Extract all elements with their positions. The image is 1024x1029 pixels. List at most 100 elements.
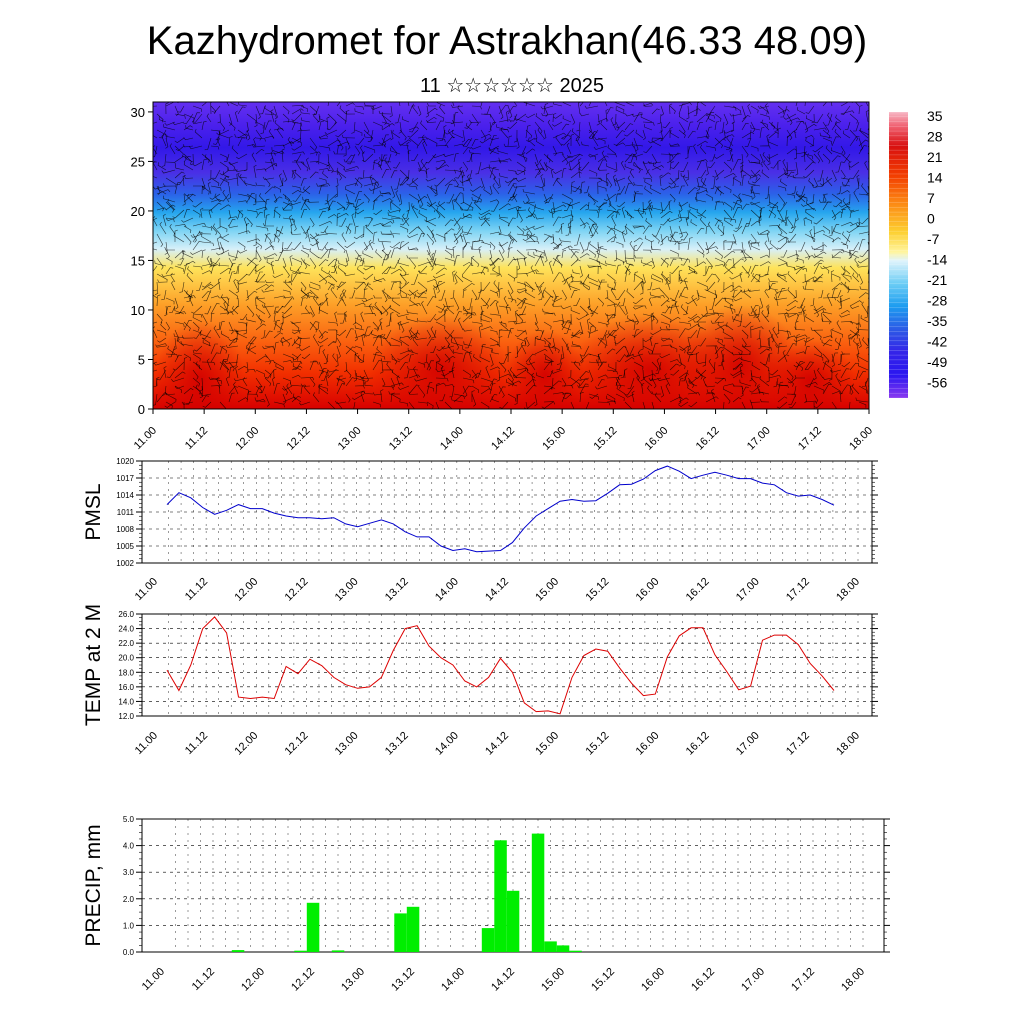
wind-barb <box>750 264 759 275</box>
wind-barb <box>276 225 284 237</box>
wind-barb <box>729 113 743 117</box>
wind-barb <box>302 245 311 251</box>
wind-barb <box>374 321 383 330</box>
wind-barb <box>780 249 788 258</box>
wind-barb <box>857 362 869 371</box>
wind-barb <box>695 196 707 203</box>
wind-barb <box>264 198 270 211</box>
wind-barb <box>455 198 464 211</box>
wind-barb <box>300 178 307 187</box>
wind-barb <box>392 129 401 139</box>
wind-barb <box>390 201 401 213</box>
wind-barb <box>759 254 770 259</box>
wind-barb <box>741 222 750 235</box>
wind-barb <box>383 333 392 347</box>
wind-barb <box>201 270 212 275</box>
wind-barb <box>570 361 581 366</box>
wind-barb <box>543 345 557 352</box>
wind-barb <box>777 384 789 389</box>
wind-barb <box>604 102 608 107</box>
wind-barb <box>507 217 516 227</box>
wind-barb <box>219 169 230 176</box>
wind-barb <box>238 102 248 107</box>
y-tick-label: 5 <box>138 352 145 367</box>
wind-barb <box>750 169 761 177</box>
y-tick-label: 15 <box>131 253 145 268</box>
wind-barb <box>426 116 437 123</box>
wind-barb <box>382 223 392 227</box>
wind-barb <box>174 155 187 163</box>
wind-barb <box>192 313 203 318</box>
wind-barb <box>651 391 662 395</box>
wind-barb <box>836 185 842 195</box>
y-tick-label: 1005 <box>116 542 134 551</box>
wind-barb <box>839 313 851 318</box>
wind-barb <box>228 337 239 342</box>
wind-barb <box>397 281 401 295</box>
wind-barb <box>635 129 644 139</box>
wind-barb <box>262 176 275 180</box>
wind-barb <box>444 232 448 243</box>
wind-barb <box>237 129 248 140</box>
wind-barb <box>668 152 680 156</box>
wind-barb <box>615 241 624 248</box>
wind-barb <box>318 345 324 355</box>
wind-barb <box>777 273 786 280</box>
wind-barb <box>606 395 617 403</box>
wind-barb <box>210 343 218 355</box>
wind-barb <box>182 174 186 187</box>
wind-barb <box>793 289 797 299</box>
wind-barb <box>579 241 585 254</box>
wind-barb <box>444 329 455 339</box>
wind-barb <box>264 330 273 339</box>
wind-barb <box>597 297 604 307</box>
wind-barb <box>246 290 258 299</box>
wind-barb <box>507 233 514 244</box>
wind-barb <box>812 145 824 153</box>
wind-barb <box>447 343 455 355</box>
wind-barb <box>593 145 608 150</box>
wind-barb <box>202 339 212 347</box>
wind-barb <box>211 105 221 113</box>
wind-barb <box>471 321 483 327</box>
wind-barb <box>270 157 275 171</box>
wind-barb <box>588 305 599 315</box>
wind-barb <box>543 385 553 390</box>
wind-barb <box>849 401 851 409</box>
wind-barb <box>656 357 662 371</box>
wind-barb <box>509 231 518 243</box>
wind-barb <box>723 161 733 173</box>
wind-barb <box>661 201 671 212</box>
wind-barb <box>788 401 797 409</box>
wind-barb <box>858 139 869 147</box>
wind-barb <box>615 321 619 332</box>
wind-barb <box>318 302 324 315</box>
temp-panel: 26.024.022.020.018.016.014.012.011.00 11.… <box>82 604 878 758</box>
wind-barb <box>507 393 517 402</box>
wind-barb <box>357 266 365 275</box>
wind-barb <box>738 351 752 356</box>
wind-barb <box>532 225 545 230</box>
wind-barb <box>398 102 401 107</box>
wind-barb <box>778 223 788 235</box>
wind-barb <box>336 206 346 211</box>
wind-barb <box>274 305 284 313</box>
wind-barb <box>318 297 329 306</box>
wind-barb <box>256 295 266 300</box>
wind-barb <box>516 297 524 305</box>
wind-barb <box>597 244 608 251</box>
wind-barb <box>831 352 839 363</box>
wind-barb <box>764 185 770 199</box>
wind-barb <box>199 385 204 399</box>
colorbar-label: 14 <box>927 170 943 186</box>
wind-barb <box>156 294 161 307</box>
wind-barb <box>522 188 536 195</box>
wind-barb <box>372 194 384 203</box>
wind-barb <box>432 260 446 267</box>
wind-barb <box>705 345 718 349</box>
wind-barb <box>523 299 536 307</box>
wind-barb <box>232 305 239 315</box>
wind-barb <box>195 384 203 395</box>
wind-barb <box>255 355 268 363</box>
